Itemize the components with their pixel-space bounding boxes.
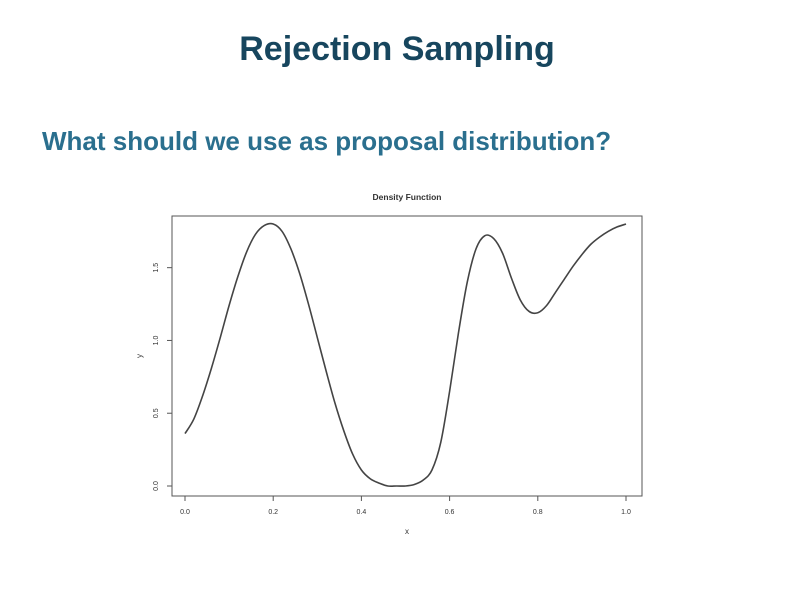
series-layer: [184, 222, 627, 488]
x-axis: 0.0 0.2 0.4 0.6 0.8 1.0: [180, 496, 631, 516]
x-tick-label: 0.4: [357, 509, 367, 516]
x-tick-label: 1.0: [621, 509, 631, 516]
y-tick-label: 0.5: [153, 408, 160, 418]
density-chart: Density Function 0.0 0.2 0.4 0.6 0.8 1.0 0.00…: [135, 192, 643, 536]
y-tick-label: 0.0: [153, 481, 160, 491]
y-tick-label: 1.5: [153, 263, 160, 273]
y-axis-label: y: [135, 354, 144, 358]
x-tick-label: 0.8: [533, 509, 543, 516]
density-curve: [184, 222, 627, 488]
x-axis-label: x: [405, 527, 409, 536]
slide-subtitle: What should we use as proposal distribut…: [42, 126, 612, 156]
slide-title: Rejection Sampling: [239, 30, 555, 68]
y-tick-label: 1.0: [153, 335, 160, 345]
x-tick-label: 0.0: [180, 509, 190, 516]
chart-title: Density Function: [373, 192, 442, 202]
y-axis: 0.0 0.5 1.0 1.5: [153, 263, 172, 491]
x-tick-label: 0.6: [445, 509, 455, 516]
x-tick-label: 0.2: [268, 509, 278, 516]
plot-frame: [171, 215, 643, 497]
